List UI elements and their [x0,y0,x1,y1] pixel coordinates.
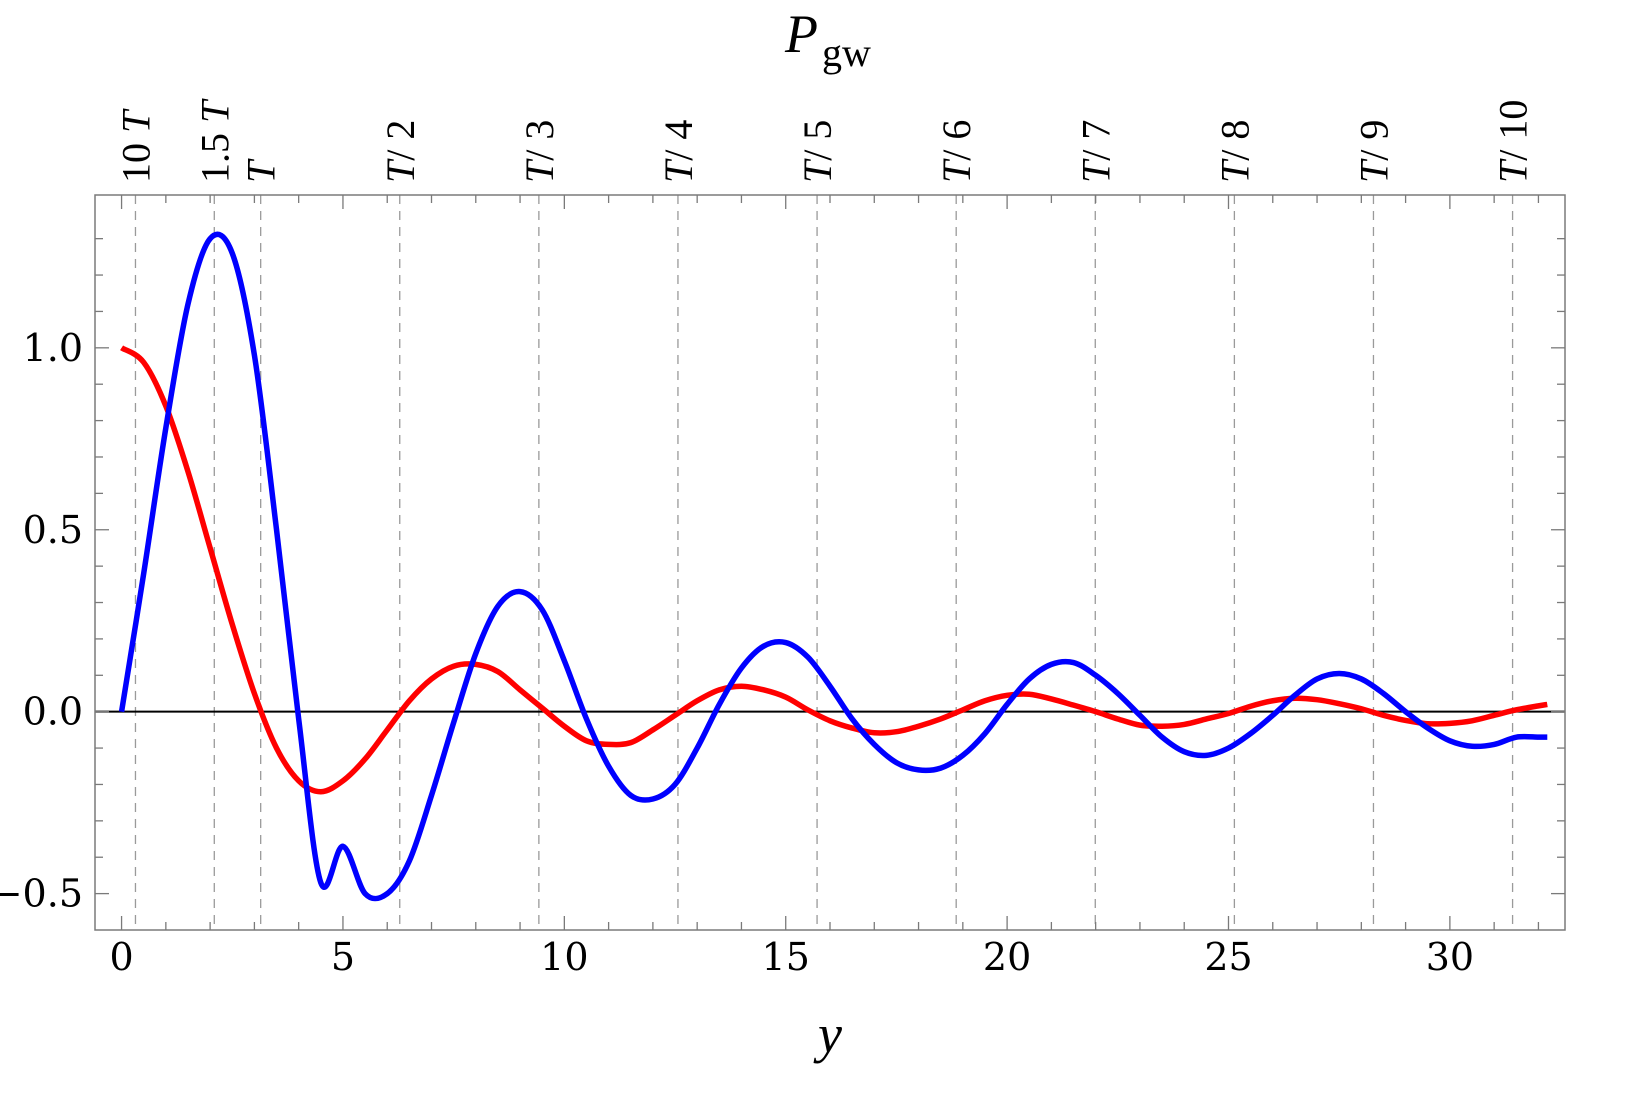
reference-label: T/ 9 [1351,120,1396,183]
x-tick-label: 30 [1426,935,1474,979]
series-line-2 [118,231,1548,902]
y-tick-labels: −0.5 0.0 0.5 1.0 [0,326,83,916]
x-tick-label: 10 [540,935,588,979]
x-tick-labels: 0 5 10 15 20 25 30 [109,935,1474,979]
tick-marks [95,195,1565,930]
top-reference-labels: 10 T 1.5 TT T/ 2 T/ 3 T/ 4 T/ 5 T/ 6 T/ 7 T/ 8 T/… [113,98,1535,183]
x-tick-label: 0 [109,935,133,979]
reference-label: T/ 8 [1212,120,1257,183]
reference-label: T/ 4 [656,120,701,183]
reference-label: T [239,158,284,183]
reference-lines [134,195,1514,930]
x-axis-title: y [813,1004,842,1064]
reference-label: 10 T [113,108,158,183]
reference-label: T/ 5 [795,120,840,183]
x-tick-label: 20 [983,935,1031,979]
plot-frame [94,194,1566,931]
chart-title-subscript: gw [822,30,871,75]
x-tick-label: 5 [331,935,355,979]
y-tick-label: −0.5 [0,872,83,916]
x-tick-label: 25 [1204,935,1252,979]
reference-label: T/ 7 [1073,120,1118,183]
y-tick-label: 0.5 [23,508,83,552]
reference-label: T/ 10 [1491,100,1536,183]
series-layer [118,231,1548,902]
chart-title-main: P [784,4,818,64]
y-tick-label: 0.0 [23,690,83,734]
x-tick-label: 15 [762,935,810,979]
reference-label: T/ 6 [934,120,979,183]
series-line-1 [120,345,1548,795]
reference-label: T/ 3 [517,120,562,183]
reference-label: T/ 2 [378,120,423,183]
reference-label: 1.5 T [192,98,237,183]
y-tick-label: 1.0 [23,326,83,370]
